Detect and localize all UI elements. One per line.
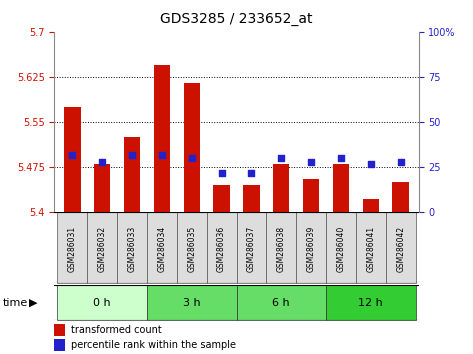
Text: GSM286033: GSM286033 xyxy=(128,226,137,272)
Text: GSM286036: GSM286036 xyxy=(217,226,226,272)
Bar xyxy=(147,212,177,283)
Bar xyxy=(154,65,170,212)
Text: GSM286041: GSM286041 xyxy=(367,226,376,272)
Text: GSM286035: GSM286035 xyxy=(187,226,196,272)
Point xyxy=(248,170,255,176)
Bar xyxy=(326,285,416,320)
Text: GSM286040: GSM286040 xyxy=(336,226,345,272)
Bar xyxy=(177,212,207,283)
Bar xyxy=(393,182,409,212)
Text: GSM286039: GSM286039 xyxy=(307,226,315,272)
Bar xyxy=(213,185,230,212)
Text: 3 h: 3 h xyxy=(183,298,201,308)
Bar xyxy=(64,107,80,212)
Bar xyxy=(57,285,147,320)
Bar xyxy=(333,164,349,212)
Bar xyxy=(124,137,140,212)
Bar xyxy=(273,164,289,212)
Bar xyxy=(326,212,356,283)
Bar xyxy=(236,285,326,320)
Text: percentile rank within the sample: percentile rank within the sample xyxy=(71,340,236,350)
Bar xyxy=(54,324,65,336)
Text: transformed count: transformed count xyxy=(71,325,162,335)
Bar xyxy=(94,164,110,212)
Text: GSM286042: GSM286042 xyxy=(396,226,405,272)
Text: 6 h: 6 h xyxy=(272,298,290,308)
Point xyxy=(397,159,404,165)
Text: 12 h: 12 h xyxy=(359,298,383,308)
Bar xyxy=(207,212,236,283)
Bar xyxy=(266,212,296,283)
Text: ▶: ▶ xyxy=(29,298,38,308)
Point xyxy=(337,155,345,161)
Text: GSM286031: GSM286031 xyxy=(68,226,77,272)
Bar xyxy=(243,185,260,212)
Point xyxy=(98,159,106,165)
Text: time: time xyxy=(2,298,27,308)
Point xyxy=(128,152,136,158)
Point xyxy=(188,155,195,161)
Bar xyxy=(236,212,266,283)
Text: 0 h: 0 h xyxy=(93,298,111,308)
Point xyxy=(278,155,285,161)
Bar xyxy=(87,212,117,283)
Bar xyxy=(57,212,87,283)
Text: GSM286037: GSM286037 xyxy=(247,226,256,272)
Point xyxy=(307,159,315,165)
Text: GSM286038: GSM286038 xyxy=(277,226,286,272)
Point xyxy=(367,161,375,166)
Bar xyxy=(363,199,379,212)
Bar xyxy=(356,212,386,283)
Bar xyxy=(54,339,65,351)
Bar xyxy=(386,212,416,283)
Point xyxy=(158,152,166,158)
Point xyxy=(69,152,76,158)
Bar xyxy=(303,179,319,212)
Bar xyxy=(117,212,147,283)
Bar xyxy=(296,212,326,283)
Point xyxy=(218,170,225,176)
Text: GDS3285 / 233652_at: GDS3285 / 233652_at xyxy=(160,12,313,27)
Text: GSM286032: GSM286032 xyxy=(97,226,106,272)
Text: GSM286034: GSM286034 xyxy=(158,226,166,272)
Bar xyxy=(184,83,200,212)
Bar xyxy=(147,285,236,320)
